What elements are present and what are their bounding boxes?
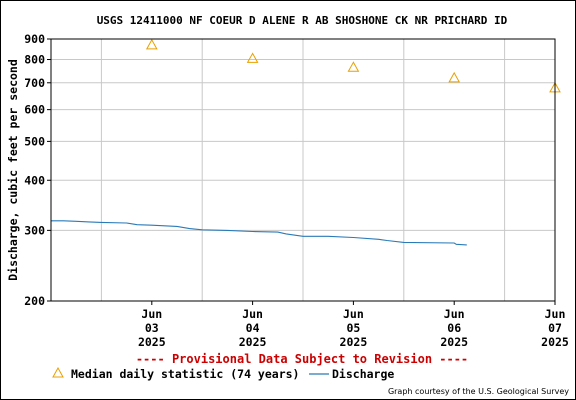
x-tick-label: Jun [545,307,566,321]
x-tick-label: 07 [548,321,562,335]
x-tick-label: 2025 [541,335,569,349]
x-tick-label: 2025 [239,335,267,349]
x-tick-label: 06 [447,321,461,335]
y-axis-label: Discharge, cubic feet per second [6,59,20,281]
y-tick-label: 700 [24,76,45,90]
plot-frame [50,38,556,302]
median-marker [145,38,158,50]
y-tick-label: 200 [24,294,45,308]
y-tick-label: 500 [24,134,45,148]
usgs-credit: Graph courtesy of the U.S. Geological Su… [388,387,569,396]
median-marker [347,61,360,72]
x-tick-label: Jun [444,307,465,321]
x-tick-label: Jun [141,307,162,321]
x-tick-label: 2025 [440,335,468,349]
x-tick-label: 03 [145,321,159,335]
discharge-line [51,220,467,246]
x-tick-label: 2025 [138,335,166,349]
x-tick-label: Jun [242,307,263,321]
series-layer [51,38,561,246]
y-tick-label: 900 [24,32,45,46]
legend-median-label: Median daily statistic (74 years) [71,367,299,381]
x-tick-label: 04 [246,321,260,335]
legend: Median daily statistic (74 years) Discha… [52,366,394,381]
y-tick-label: 600 [24,103,45,117]
x-tick-label: Jun [343,307,364,321]
provisional-notice: ---- Provisional Data Subject to Revisio… [136,352,468,366]
y-tick-label: 800 [24,53,45,67]
legend-median-marker [52,366,64,378]
x-axis-ticks: Jun032025Jun042025Jun052025Jun062025Jun0… [138,301,569,349]
x-tick-label: 2025 [340,335,368,349]
chart-title: USGS 12411000 NF COEUR D ALENE R AB SHOS… [97,14,508,27]
legend-discharge-label: Discharge [332,367,394,381]
x-tick-label: 05 [346,321,360,335]
median-marker [448,71,461,83]
y-tick-label: 300 [24,223,45,237]
median-marker [246,52,259,63]
y-axis-ticks: 200 300 400 500 600 700 800 900 [24,32,51,308]
y-tick-label: 400 [24,173,45,187]
